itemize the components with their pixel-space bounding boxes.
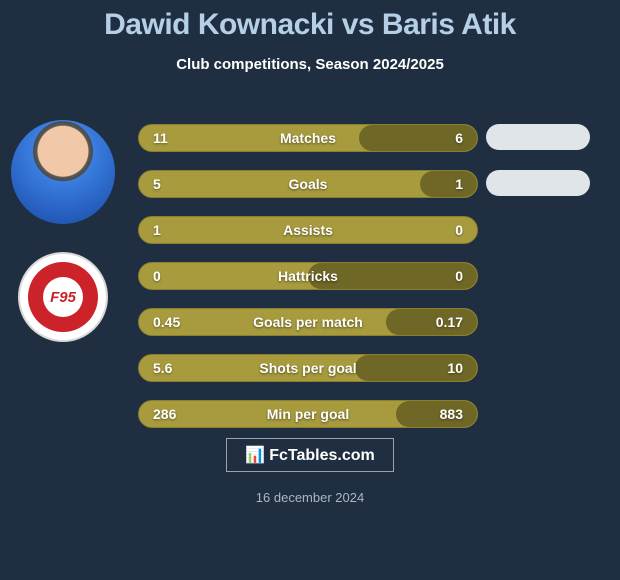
stat-row: 0.45Goals per match0.17: [138, 308, 478, 336]
stat-row: 5Goals1: [138, 170, 478, 198]
stat-row: 286Min per goal883: [138, 400, 478, 428]
footer: 📊FcTables.com 16 december 2024: [0, 438, 620, 505]
stats-list: 11Matches65Goals11Assists00Hattricks00.4…: [138, 124, 478, 446]
player-photo: [11, 120, 115, 224]
page-title: Dawid Kownacki vs Baris Atik: [0, 0, 620, 42]
chart-icon: 📊: [245, 447, 265, 464]
brand-box[interactable]: 📊FcTables.com: [226, 438, 393, 472]
club-badge-inner: F95: [28, 262, 98, 332]
stat-label: Assists: [139, 217, 477, 243]
stat-right-value: 6: [455, 125, 463, 151]
comparison-card: Dawid Kownacki vs Baris Atik Club compet…: [0, 0, 620, 580]
stat-label: Min per goal: [139, 401, 477, 427]
stat-label: Matches: [139, 125, 477, 151]
date-text: 16 december 2024: [0, 490, 620, 505]
page-subtitle: Club competitions, Season 2024/2025: [0, 56, 620, 73]
stat-right-value: 0.17: [436, 309, 463, 335]
stat-right-value: 10: [447, 355, 463, 381]
stat-label: Goals: [139, 171, 477, 197]
opponent-pill: [486, 170, 590, 196]
stat-right-value: 0: [455, 217, 463, 243]
right-column: [486, 124, 606, 216]
opponent-pill: [486, 124, 590, 150]
stat-label: Hattricks: [139, 263, 477, 289]
stat-label: Goals per match: [139, 309, 477, 335]
stat-right-value: 883: [440, 401, 463, 427]
club-badge: F95: [18, 252, 108, 342]
stat-row: 5.6Shots per goal10: [138, 354, 478, 382]
stat-label: Shots per goal: [139, 355, 477, 381]
stat-row: 11Matches6: [138, 124, 478, 152]
stat-row: 0Hattricks0: [138, 262, 478, 290]
stat-right-value: 1: [455, 171, 463, 197]
stat-right-value: 0: [455, 263, 463, 289]
stat-row: 1Assists0: [138, 216, 478, 244]
club-badge-text: F95: [43, 277, 83, 317]
brand-text: FcTables.com: [269, 447, 375, 464]
left-column: F95: [8, 120, 118, 342]
